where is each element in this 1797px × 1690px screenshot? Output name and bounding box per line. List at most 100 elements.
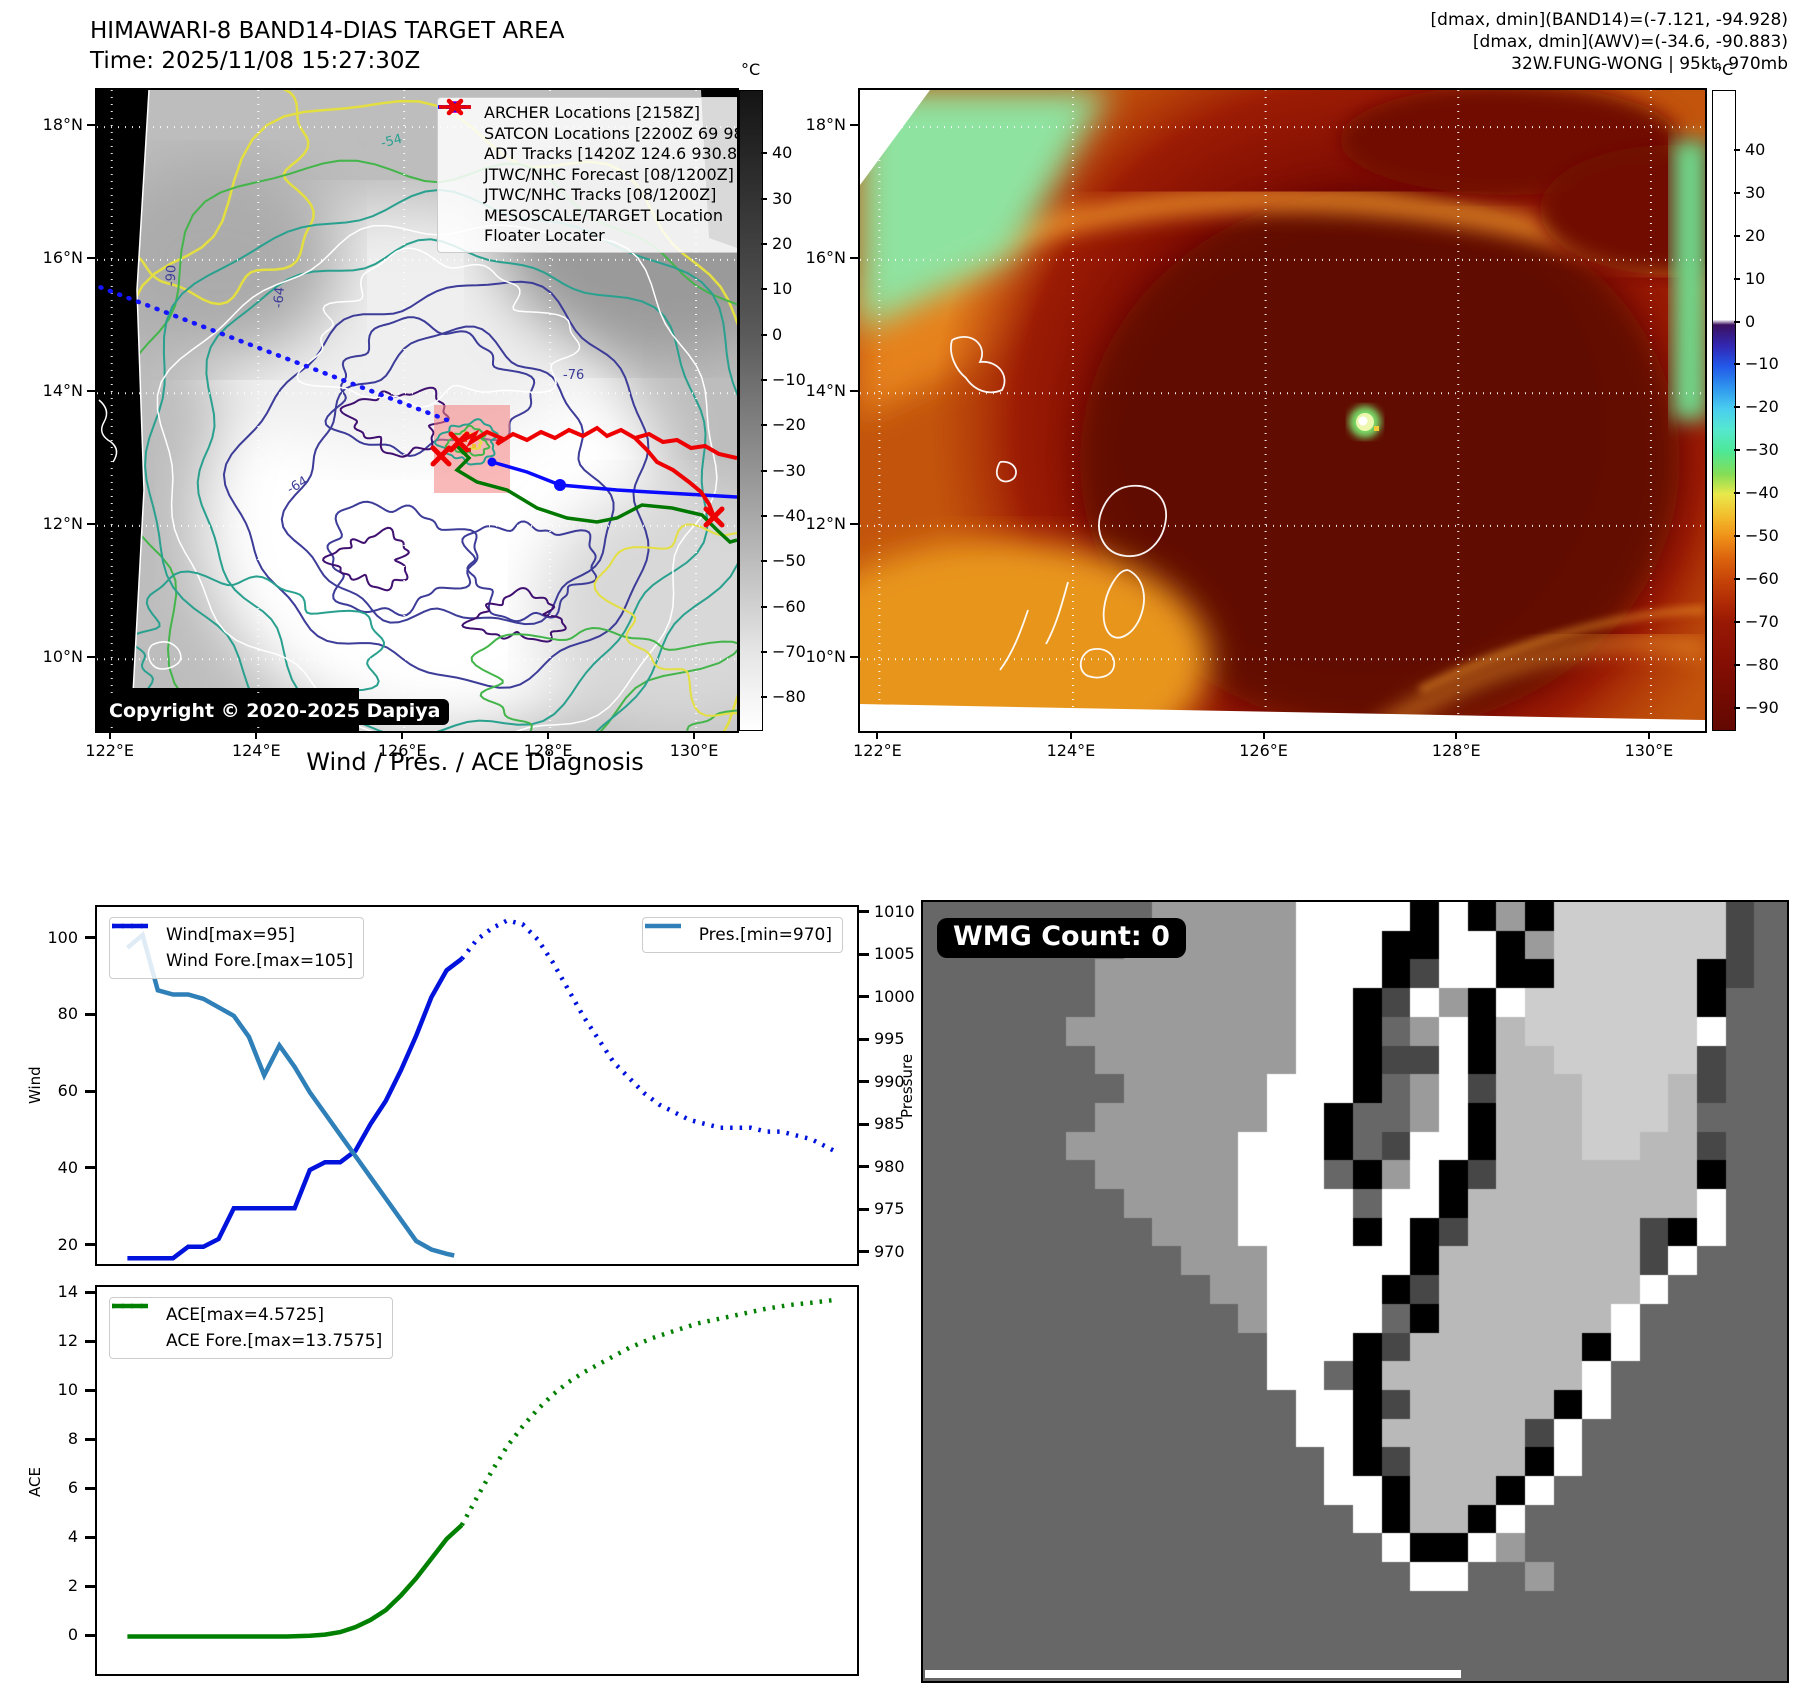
lon-tick: 128°E xyxy=(523,741,573,760)
cbar-tick: 30 xyxy=(772,188,793,208)
mesoscale-x-markers xyxy=(430,431,725,528)
tick-mark xyxy=(1734,663,1740,666)
wind-pressure-chart: Wind[max=95] Wind Fore.[max=105] Pres.[mi… xyxy=(95,905,859,1266)
tick-mark xyxy=(85,1166,95,1170)
lon-tick: 126°E xyxy=(377,741,427,760)
lon-tick: 130°E xyxy=(1624,741,1674,760)
ace-legend: ACE[max=4.5725] ACE Fore.[max=13.7575] xyxy=(109,1297,394,1359)
ace-tick: 10 xyxy=(57,1380,78,1400)
legend-entry: SATCON Locations [2200Z 69 982] xyxy=(444,100,737,145)
ace-tick: 14 xyxy=(57,1282,78,1302)
cbar-tick: 0 xyxy=(772,324,783,344)
dmax-band14-line: [dmax, dmin](BAND14)=(-7.121, -94.928) xyxy=(1430,10,1788,30)
tick-mark xyxy=(761,333,767,336)
tick-mark xyxy=(761,379,767,382)
tick-mark xyxy=(85,1437,95,1441)
legend-label: Wind[max=95] xyxy=(166,925,295,945)
legend-entry: Floater Locater xyxy=(439,105,737,247)
tick-mark xyxy=(1734,234,1740,237)
pressure-tick: 985 xyxy=(874,1114,905,1134)
tick-mark xyxy=(85,1584,95,1588)
wind-tick: 60 xyxy=(57,1081,78,1101)
lat-tick: 12°N xyxy=(805,513,846,533)
tick-mark xyxy=(401,731,404,739)
tick-mark xyxy=(1734,191,1740,194)
lon-tick: 124°E xyxy=(231,741,281,760)
tick-mark xyxy=(87,124,95,127)
tick-mark xyxy=(859,995,869,999)
series-ACE Fore.[max=13.7575] xyxy=(459,1297,835,1527)
swath-edge-left xyxy=(97,90,149,731)
awv-colorbar-unit: °C xyxy=(1714,60,1734,79)
tick-mark xyxy=(1734,449,1740,452)
legend-label: Wind Fore.[max=105] xyxy=(166,951,354,971)
tick-mark xyxy=(850,390,858,393)
cbar-tick: 10 xyxy=(1745,268,1766,288)
pressure-tick: 990 xyxy=(874,1071,905,1091)
band14-map: -54 -64 -76 -64 -90 ARCHER Locations [21… xyxy=(95,88,739,733)
orange-sw xyxy=(860,540,1210,731)
ace-tick: 0 xyxy=(67,1625,78,1644)
lon-tick: 128°E xyxy=(1431,741,1481,760)
philippines-coastline xyxy=(950,336,1255,731)
awv-colorbar xyxy=(1712,90,1736,731)
cbar-tick: −70 xyxy=(1745,611,1779,631)
ace-tick: 6 xyxy=(67,1478,78,1498)
eye-pixel xyxy=(1374,426,1379,431)
floater-line xyxy=(458,425,737,460)
lat-tick: 18°N xyxy=(42,115,83,135)
legend-entry: Pres.[min=970] xyxy=(644,922,832,948)
ace-tick: 12 xyxy=(57,1331,78,1351)
swath-bottom xyxy=(860,704,1705,731)
cbar-tick: −80 xyxy=(772,687,806,707)
wind-tick: 100 xyxy=(47,927,78,947)
tick-mark xyxy=(85,1339,95,1343)
coastline xyxy=(147,641,182,670)
legend-label: ARCHER Locations [2158Z] xyxy=(484,103,701,122)
cbar-tick: 30 xyxy=(1745,182,1766,202)
cbar-tick: −30 xyxy=(1745,440,1779,460)
pressure-legend: Pres.[min=970] xyxy=(641,917,843,953)
adt-track-line xyxy=(454,444,737,544)
tick-mark xyxy=(761,696,767,699)
storm-id-line: 32W.FUNG-WONG | 95kt, 970mb xyxy=(1511,54,1788,74)
legend-label: Pres.[min=970] xyxy=(698,925,832,945)
pressure-tick: 975 xyxy=(874,1199,905,1219)
contour-label: -76 xyxy=(563,368,585,383)
cbar-tick: 20 xyxy=(772,234,793,254)
tick-mark xyxy=(1262,731,1265,739)
tick-mark xyxy=(859,1250,869,1254)
tick-mark xyxy=(1734,320,1740,323)
cbar-tick: −20 xyxy=(772,415,806,435)
dmax-awv-line: [dmax, dmin](AWV)=(-34.6, -90.883) xyxy=(1472,32,1788,52)
wmg-bottom-strip xyxy=(925,1670,1461,1678)
warm-green-corner xyxy=(860,90,1110,330)
tick-mark xyxy=(693,731,696,739)
cbar-tick: −50 xyxy=(772,551,806,571)
legend-label: ACE[max=4.5725] xyxy=(166,1305,324,1325)
pressure-tick: 970 xyxy=(874,1241,905,1261)
series-Wind[max=95] xyxy=(127,957,464,1261)
awv-map xyxy=(858,88,1707,733)
legend-entry: Wind Fore.[max=105] xyxy=(112,923,354,974)
map-legend: ARCHER Locations [2158Z] SATCON Locations… xyxy=(437,97,739,253)
wmg-panel: WMG Count: 0 xyxy=(921,900,1789,1683)
wmg-count-badge: WMG Count: 0 xyxy=(937,918,1186,958)
pressure-tick: 980 xyxy=(874,1156,905,1176)
cbar-tick: −10 xyxy=(1745,354,1779,374)
diagnosis-title: Wind / Pres. / ACE Diagnosis xyxy=(306,748,644,776)
lat-tick: 10°N xyxy=(42,647,83,667)
pressure-tick: 995 xyxy=(874,1029,905,1049)
tick-mark xyxy=(859,1165,869,1169)
wind-tick: 20 xyxy=(57,1234,78,1254)
cbar-tick: −40 xyxy=(1745,483,1779,503)
legend-label: ADT Tracks [1420Z 124.6 930.8] xyxy=(484,144,739,163)
legend-label: ACE Fore.[max=13.7575] xyxy=(166,1331,383,1351)
tick-mark xyxy=(761,560,767,563)
lat-tick: 10°N xyxy=(805,647,846,667)
tick-mark xyxy=(761,152,767,155)
tick-mark xyxy=(1734,492,1740,495)
jtwc-track-line xyxy=(491,460,737,499)
cbar-tick: −70 xyxy=(772,641,806,661)
